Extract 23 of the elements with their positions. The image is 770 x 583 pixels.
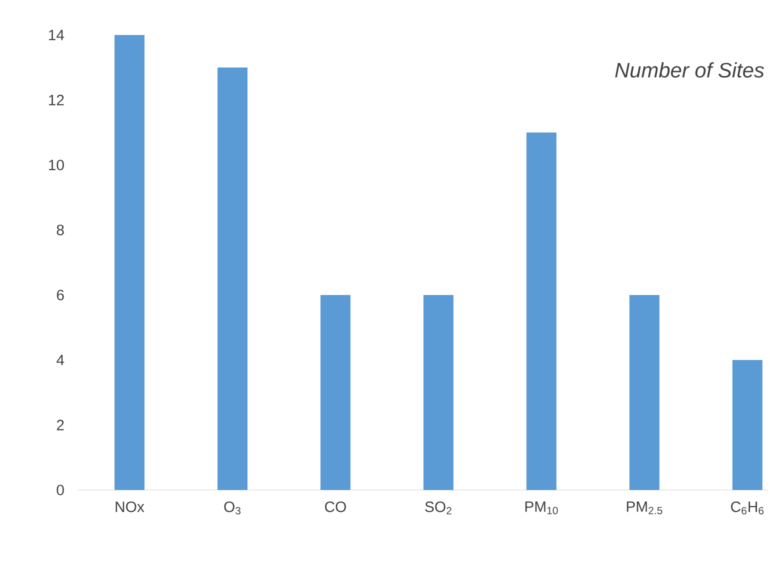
bar	[732, 360, 762, 490]
x-tick-label: PM$_{2.5}$	[626, 502, 662, 514]
x-tick-label: O$_{3}$	[224, 502, 240, 514]
y-tick-label: 0	[56, 484, 64, 496]
y-tick-label: 4	[56, 354, 64, 366]
x-tick-label: NOx	[116, 502, 144, 512]
text: Number of Sites	[615, 62, 764, 78]
x-tick-label: CO	[325, 502, 346, 512]
bar	[526, 132, 556, 490]
bar	[217, 67, 248, 490]
x-tick-label: PM$_{10}$	[525, 502, 558, 514]
x-tick-label: SO$_{2}$	[425, 502, 452, 514]
x-tick-label: C$_{6}$H$_{6}$	[731, 502, 764, 514]
y-tick-label: 12	[49, 94, 64, 106]
bar	[320, 294, 350, 490]
bar	[423, 294, 454, 490]
y-tick-label: 2	[56, 420, 64, 430]
bar	[114, 34, 144, 490]
y-tick-label: 6	[56, 290, 64, 300]
y-tick-label: 10	[49, 160, 64, 170]
y-tick-label: 8	[56, 224, 64, 236]
y-tick-label: 14	[49, 30, 64, 40]
bar	[629, 294, 660, 490]
